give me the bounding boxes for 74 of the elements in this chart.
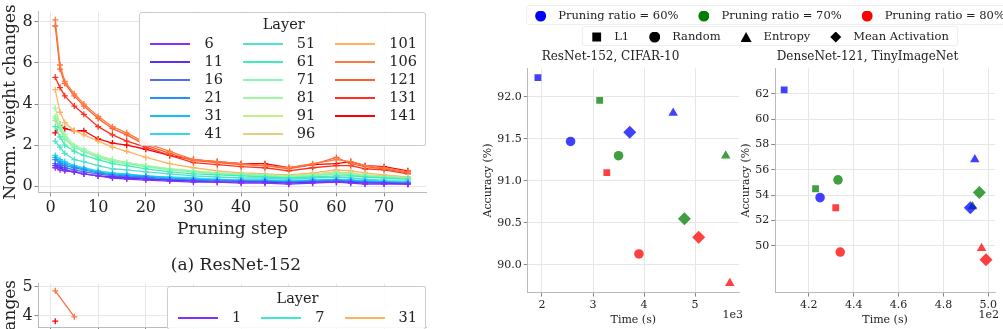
x-tick-label: 3 — [589, 298, 597, 312]
legend-label: 106 — [389, 53, 417, 69]
y-tick-label: 2 — [22, 134, 33, 154]
chart-title: ResNet-152, CIFAR-10 — [541, 49, 680, 64]
legend-label: L1 — [613, 29, 630, 43]
y-tick-label: 90.0 — [497, 257, 522, 271]
legend-label: 7 — [315, 309, 325, 325]
x-axis-title: Pruning step — [176, 218, 288, 239]
legend-label: 41 — [204, 125, 223, 141]
legend-label: Pruning ratio = 60% — [557, 8, 679, 22]
y-tick-label: 6 — [22, 52, 33, 72]
x-tick-label: 4.6 — [889, 298, 908, 312]
y-tick-label: 91.0 — [497, 173, 522, 187]
y-tick-label: 54 — [755, 187, 770, 201]
x-axis-title: Time (s) — [862, 313, 908, 327]
legend-label: 81 — [296, 89, 316, 105]
y-tick-label: 0 — [22, 175, 33, 195]
x-tick-label: 60 — [326, 197, 347, 217]
y-tick-label: 62 — [755, 86, 770, 100]
legend-label: 6 — [204, 35, 214, 51]
legend-label: 96 — [296, 125, 316, 141]
x-tick-label: 4.8 — [934, 298, 953, 312]
x-tick-label: 10 — [87, 197, 109, 217]
legend-label: 11 — [204, 53, 223, 69]
y-tick-label: 56 — [755, 162, 770, 176]
legend-label: Mean Activation — [852, 29, 949, 43]
legend-label: Random — [671, 29, 721, 43]
legend-label: 16 — [204, 71, 223, 87]
text: 1e2 — [978, 307, 999, 321]
text: 1e3 — [722, 307, 743, 321]
x-tick-label: 20 — [135, 197, 156, 217]
x-tick-label: 30 — [183, 197, 204, 217]
x-tick-label: 50 — [278, 197, 299, 217]
legend-title: Layer — [261, 15, 306, 34]
x-tick-label: 4 — [640, 298, 648, 312]
legend-label: 141 — [389, 107, 417, 123]
y-axis-title: Accuracy (%) — [739, 143, 753, 219]
legend-label: 31 — [204, 107, 223, 123]
y-tick-label: 58 — [755, 137, 770, 151]
y-tick-label: 50 — [755, 238, 770, 252]
legend-label: 71 — [296, 71, 316, 87]
x-tick-label: 70 — [373, 197, 395, 217]
y-tick-label: 90.5 — [497, 215, 522, 229]
legend-label: 131 — [389, 89, 417, 105]
legend-label: 21 — [204, 89, 223, 105]
y-tick-label: 91.5 — [497, 131, 522, 145]
y-tick-label: 92.0 — [497, 89, 522, 103]
x-tick-label: 5 — [691, 298, 699, 312]
legend-label: 91 — [296, 107, 316, 123]
y-axis-title: anges — [0, 279, 19, 329]
legend-label: 31 — [398, 309, 417, 325]
y-tick-label: 8 — [22, 11, 33, 31]
legend-label: Pruning ratio = 70% — [720, 8, 842, 22]
x-tick-label: 4.2 — [800, 298, 818, 312]
legend-label: 121 — [389, 71, 417, 87]
x-tick-label: 0 — [45, 197, 56, 217]
y-tick-label: 4 — [22, 93, 33, 113]
x-tick-label: 4.4 — [844, 298, 863, 312]
legend-label: 51 — [296, 35, 316, 51]
y-tick-label: 5 — [22, 275, 33, 295]
legend-label: Entropy — [762, 29, 811, 43]
x-tick-label: 2 — [538, 298, 546, 312]
legend-title: Layer — [275, 289, 320, 308]
y-tick-label: 52 — [755, 213, 770, 227]
legend-label: 1 — [232, 309, 242, 325]
y-tick-label: 60 — [755, 111, 770, 125]
x-tick-label: 40 — [230, 197, 252, 217]
y-axis-title: Norm. weight changes — [0, 4, 19, 200]
text: (a) ResNet-152 — [169, 254, 303, 274]
legend-label: 101 — [389, 35, 417, 51]
legend-label: 61 — [296, 53, 316, 69]
x-axis-title: Time (s) — [610, 313, 657, 327]
chart-title: DenseNet-121, TinyImageNet — [776, 49, 959, 64]
y-axis-title: Accuracy (%) — [481, 143, 495, 219]
